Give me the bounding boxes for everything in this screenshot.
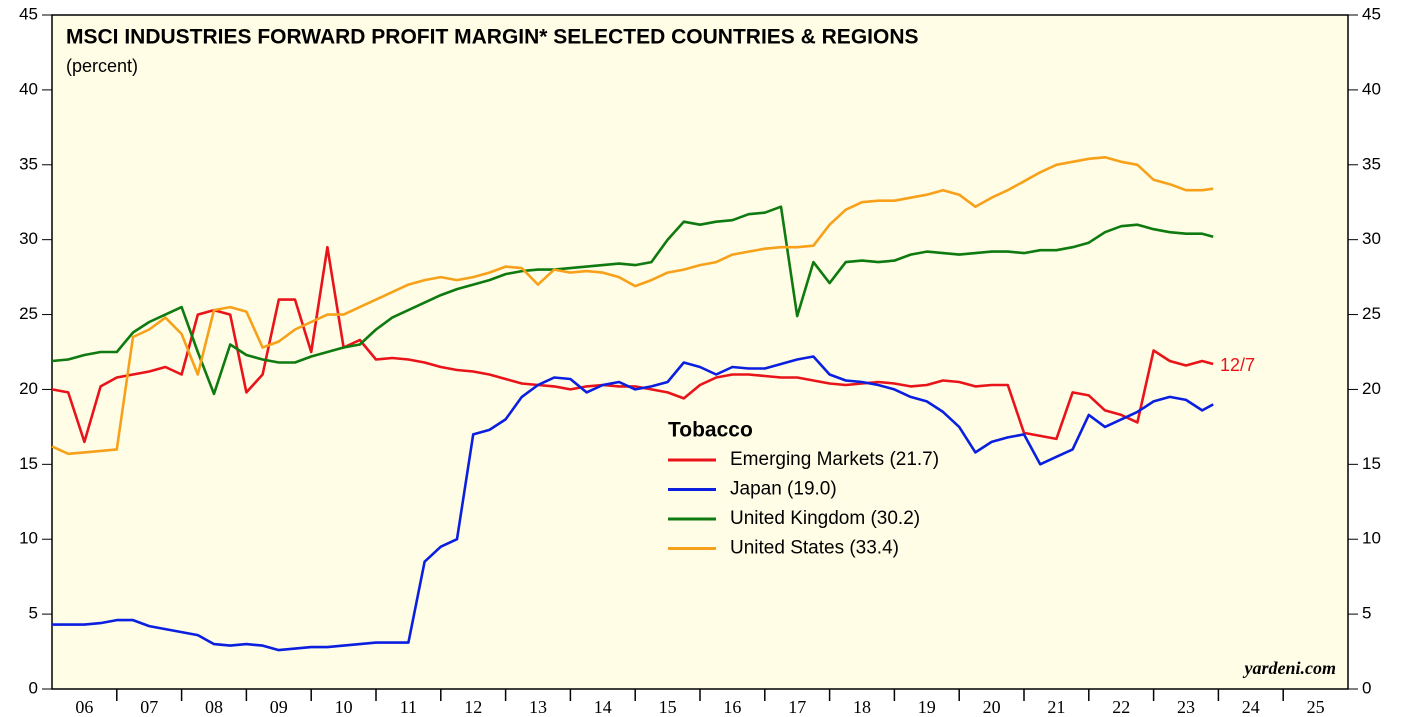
legend-label: Emerging Markets (21.7)	[730, 449, 939, 470]
legend-label: United States (33.4)	[730, 538, 899, 559]
chart-subtitle: (percent)	[66, 56, 138, 76]
y2-tick-label: 40	[1362, 79, 1381, 98]
y-tick-label: 10	[19, 529, 38, 548]
x-tick-label: 15	[659, 697, 677, 717]
series-line	[51, 156, 1214, 456]
x-tick-label: 12	[464, 697, 482, 717]
legend-label: Japan (19.0)	[730, 479, 837, 500]
y-tick-label: 0	[29, 678, 38, 697]
y-tick-label: 40	[19, 79, 38, 98]
annotation: 12/7	[1220, 355, 1255, 375]
y2-tick-label: 30	[1362, 229, 1381, 248]
y-tick-label: 5	[29, 604, 38, 623]
series-line	[51, 205, 1214, 396]
source: yardeni.com	[1243, 658, 1337, 678]
legend-label: United Kingdom (30.2)	[730, 508, 920, 529]
x-tick-label: 06	[75, 697, 93, 717]
x-tick-label: 08	[205, 697, 223, 717]
x-tick-label: 09	[270, 697, 288, 717]
y-tick-label: 25	[19, 304, 38, 323]
chart-title: MSCI INDUSTRIES FORWARD PROFIT MARGIN* S…	[66, 26, 919, 49]
y2-tick-label: 45	[1362, 4, 1381, 23]
series-line	[52, 355, 1214, 652]
x-tick-label: 10	[335, 697, 353, 717]
x-tick-label: 23	[1177, 697, 1195, 717]
y2-tick-label: 20	[1362, 379, 1381, 398]
y2-tick-label: 5	[1362, 604, 1371, 623]
series-line	[51, 245, 1214, 444]
x-tick-label: 07	[140, 697, 158, 717]
x-tick-label: 16	[723, 697, 741, 717]
x-tick-label: 18	[853, 697, 871, 717]
x-tick-label: 25	[1307, 697, 1325, 717]
x-tick-label: 20	[983, 697, 1001, 717]
y2-tick-label: 0	[1362, 678, 1371, 697]
legend-title: Tobacco	[668, 419, 753, 442]
x-tick-label: 24	[1242, 697, 1260, 717]
x-tick-label: 19	[918, 697, 936, 717]
y-tick-label: 20	[19, 379, 38, 398]
y2-tick-label: 25	[1362, 304, 1381, 323]
y-tick-label: 15	[19, 454, 38, 473]
y2-tick-label: 35	[1362, 154, 1381, 173]
y2-tick-label: 10	[1362, 529, 1381, 548]
x-tick-label: 14	[594, 697, 612, 717]
y-tick-label: 30	[19, 229, 38, 248]
x-tick-label: 11	[400, 697, 417, 717]
y-tick-label: 45	[19, 4, 38, 23]
y2-tick-label: 15	[1362, 454, 1381, 473]
x-tick-label: 13	[529, 697, 547, 717]
y-tick-label: 35	[19, 154, 38, 173]
x-tick-label: 17	[788, 697, 806, 717]
x-tick-label: 22	[1112, 697, 1130, 717]
x-tick-label: 21	[1047, 697, 1065, 717]
